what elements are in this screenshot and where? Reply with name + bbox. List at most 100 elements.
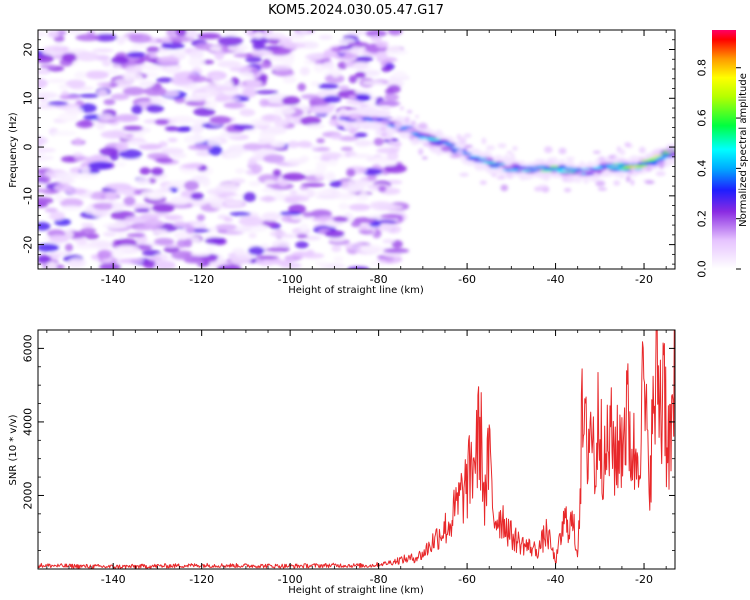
ridge-blob bbox=[466, 157, 476, 160]
x-tick-label: -40 bbox=[547, 273, 565, 286]
noise-blob bbox=[46, 78, 67, 84]
ridge-blob bbox=[655, 156, 668, 159]
ridge-blob bbox=[644, 180, 655, 184]
ridge-blob bbox=[410, 132, 420, 135]
ridge-blob bbox=[638, 146, 646, 154]
spectrogram-x-axis-label: Height of straight line (km) bbox=[288, 285, 424, 296]
noise-blob bbox=[150, 167, 164, 176]
colorbar-label: Normalized spectral amplitude bbox=[738, 73, 749, 227]
ridge-blob bbox=[413, 138, 420, 143]
noise-blob bbox=[272, 93, 286, 99]
colorbar-tick-label: 0.6 bbox=[696, 109, 709, 127]
noise-blob bbox=[315, 261, 329, 267]
ridge-blob bbox=[483, 162, 498, 164]
noise-blob bbox=[303, 60, 317, 65]
noise-blob bbox=[74, 244, 99, 249]
noise-blob bbox=[75, 51, 100, 62]
noise-blob bbox=[223, 30, 238, 38]
spectrogram-y-axis: -20 -10 0 10 20 bbox=[22, 29, 675, 265]
noise-blob bbox=[149, 97, 162, 103]
noise-blob bbox=[304, 235, 321, 241]
ridge-blob bbox=[411, 120, 416, 126]
ridge-blob bbox=[393, 141, 402, 147]
noise-blob bbox=[324, 74, 345, 84]
noise-blob bbox=[171, 152, 187, 159]
noise-blob bbox=[315, 190, 333, 196]
ridge-blob bbox=[500, 184, 509, 192]
noise-blob bbox=[193, 107, 216, 117]
noise-blob bbox=[49, 234, 70, 243]
noise-blob bbox=[73, 155, 89, 161]
noise-blob bbox=[215, 224, 238, 231]
noise-blob bbox=[39, 64, 57, 69]
noise-blob bbox=[331, 244, 342, 252]
noise-blob bbox=[259, 196, 278, 202]
noise-blob bbox=[232, 124, 255, 130]
x-tick-label: -60 bbox=[458, 273, 476, 286]
noise-blob bbox=[204, 237, 226, 245]
colorbar-gradient bbox=[712, 30, 736, 269]
noise-blob bbox=[38, 152, 47, 157]
noise-blob bbox=[123, 196, 136, 206]
noise-blob bbox=[101, 60, 112, 67]
ridge-blob bbox=[619, 148, 626, 156]
noise-blob bbox=[38, 175, 51, 184]
noise-blob bbox=[176, 239, 187, 249]
noise-blob bbox=[134, 208, 153, 213]
noise-blob bbox=[61, 52, 78, 62]
ridge-blob bbox=[398, 128, 408, 130]
ridge-blob bbox=[517, 166, 528, 169]
noise-blob bbox=[317, 215, 337, 220]
noise-blob bbox=[175, 30, 187, 37]
ridge-blob bbox=[646, 165, 652, 172]
y-tick-label: 10 bbox=[22, 91, 35, 105]
noise-blob bbox=[384, 93, 399, 101]
ridge-blob bbox=[497, 143, 507, 149]
ridge-blob bbox=[448, 147, 461, 150]
spectrogram-x-axis: -140 -120 -100 -80 -60 -40 -20 bbox=[46, 30, 667, 286]
noise-blob bbox=[38, 78, 48, 89]
noise-blob bbox=[131, 43, 148, 49]
noise-blob bbox=[349, 153, 373, 159]
x-tick-label: -140 bbox=[101, 273, 126, 286]
ridge-blob bbox=[577, 171, 583, 177]
noise-blob bbox=[382, 239, 395, 244]
noise-blob bbox=[254, 31, 264, 39]
ridge-blob bbox=[563, 188, 572, 193]
noise-blob bbox=[75, 33, 101, 42]
noise-blob bbox=[58, 112, 78, 122]
ridge-blob bbox=[604, 164, 616, 167]
noise-blob bbox=[338, 135, 359, 142]
snr-x-axis-label: Height of straight line (km) bbox=[288, 585, 424, 596]
ridge-blob bbox=[593, 172, 599, 178]
noise-blob bbox=[111, 202, 124, 212]
noise-blob bbox=[266, 32, 286, 40]
noise-blob bbox=[239, 108, 256, 117]
ridge-blob bbox=[567, 175, 574, 183]
y-tick-label: 2000 bbox=[22, 481, 35, 509]
y-tick-label: 0 bbox=[22, 144, 35, 151]
ridge-blob bbox=[477, 157, 488, 160]
noise-blob bbox=[229, 66, 252, 72]
x-tick-label: -80 bbox=[370, 273, 388, 286]
noise-blob bbox=[54, 183, 73, 192]
noise-blob bbox=[375, 51, 388, 60]
noise-blob bbox=[207, 137, 222, 147]
noise-blob bbox=[48, 251, 72, 256]
noise-blob bbox=[362, 168, 383, 176]
ridge-blob bbox=[381, 105, 391, 110]
noise-blob bbox=[385, 88, 395, 95]
noise-blob bbox=[373, 137, 385, 146]
ridge-blob bbox=[418, 122, 428, 130]
ridge-blob bbox=[630, 179, 635, 186]
noise-blob bbox=[287, 140, 300, 149]
noise-blob bbox=[114, 114, 139, 123]
noise-blob bbox=[216, 264, 242, 269]
x-tick-label: -20 bbox=[635, 273, 653, 286]
noise-blob bbox=[126, 51, 146, 58]
noise-blob bbox=[234, 168, 246, 174]
noise-blob bbox=[348, 75, 358, 84]
noise-blob bbox=[104, 183, 131, 190]
noise-blob bbox=[245, 56, 262, 63]
snr-y-axis: 2000 4000 6000 bbox=[22, 329, 675, 570]
